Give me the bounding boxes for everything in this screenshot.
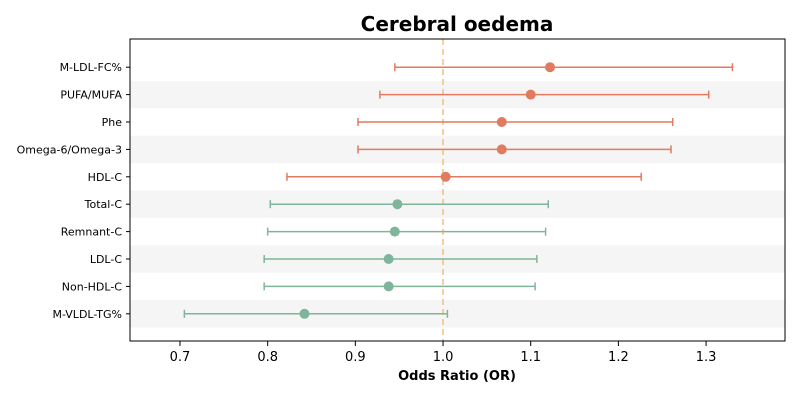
row-label: Remnant-C bbox=[61, 226, 123, 239]
row-label: Phe bbox=[102, 116, 123, 129]
forest-row bbox=[394, 62, 734, 73]
x-tick-label: 0.7 bbox=[170, 350, 191, 365]
x-tick-label: 0.9 bbox=[345, 350, 366, 365]
or-point bbox=[545, 62, 556, 73]
x-tick-label: 1.3 bbox=[696, 350, 717, 365]
or-point bbox=[496, 117, 507, 127]
x-axis: 0.7 0.8 0.9 1.0 1.1 1.2 1.3 bbox=[170, 341, 717, 365]
forest-row bbox=[263, 254, 538, 264]
or-point bbox=[440, 171, 451, 182]
forest-row bbox=[379, 89, 710, 100]
chart-title: Cerebral oedema bbox=[361, 12, 554, 36]
or-point bbox=[389, 226, 400, 237]
row-label: HDL-C bbox=[88, 171, 123, 184]
forest-row bbox=[269, 199, 550, 210]
row-label: PUFA/MUFA bbox=[60, 89, 122, 102]
forest-row bbox=[266, 226, 547, 237]
forest-row bbox=[357, 117, 674, 127]
forest-row bbox=[183, 308, 449, 319]
row-label: Total-C bbox=[84, 198, 123, 211]
or-point bbox=[383, 281, 394, 292]
forest-row bbox=[263, 281, 536, 292]
row-label: M-VLDL-TG% bbox=[52, 308, 122, 321]
data-rows bbox=[183, 62, 734, 319]
y-axis-labels: M-LDL-FC% PUFA/MUFA Phe Omega-6/Omega-3 HDL-… bbox=[17, 61, 130, 321]
or-point bbox=[299, 308, 310, 319]
plot-frame bbox=[129, 38, 786, 342]
x-tick-label: 1.2 bbox=[608, 350, 629, 365]
or-point bbox=[525, 89, 536, 100]
row-label: M-LDL-FC% bbox=[60, 61, 122, 74]
row-label: Non-HDL-C bbox=[62, 280, 123, 293]
x-tick-label: 1.0 bbox=[433, 350, 454, 365]
x-tick-label: 1.1 bbox=[520, 350, 541, 365]
x-tick-label: 0.8 bbox=[257, 350, 278, 365]
forest-row bbox=[357, 144, 672, 155]
or-point bbox=[383, 254, 394, 264]
forest-row bbox=[286, 171, 642, 182]
or-point bbox=[392, 199, 403, 210]
x-axis-label: Odds Ratio (OR) bbox=[398, 369, 516, 384]
or-point bbox=[496, 144, 507, 155]
row-label: LDL-C bbox=[90, 253, 123, 266]
row-label: Omega-6/Omega-3 bbox=[17, 143, 122, 156]
